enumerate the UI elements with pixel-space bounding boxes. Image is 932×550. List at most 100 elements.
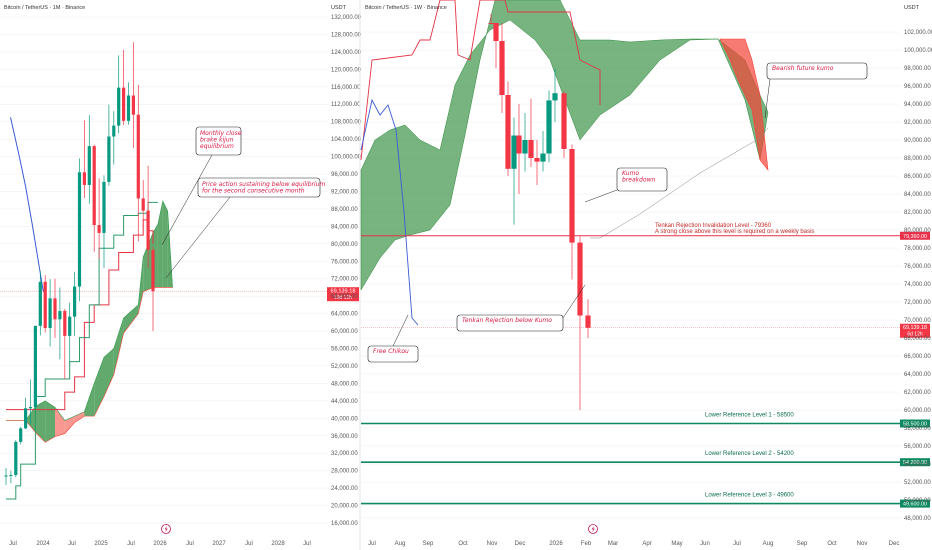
right-axis-tick: 68,000.00 <box>904 336 931 342</box>
left-axis-tick: 132,000.00 <box>331 15 362 21</box>
left-axis-tick: 92,000.00 <box>331 189 358 195</box>
right-x-tick: Oct <box>458 541 468 547</box>
right-x-tick: Aug <box>763 541 774 547</box>
right-axis-tick: 74,000.00 <box>904 282 931 288</box>
left-ichimoku-lines <box>6 117 158 500</box>
left-annotation-text: equilibrium <box>200 143 234 150</box>
left-axis-tick: 124,000.00 <box>331 50 362 56</box>
right-candle-body <box>505 95 511 169</box>
left-axis-tick: 104,000.00 <box>331 137 362 143</box>
left-axis-tick: 100,000.00 <box>331 155 362 161</box>
left-x-tick: Jul <box>9 541 17 547</box>
right-x-tick: Feb <box>581 541 592 547</box>
right-axis-tick: 58,000.00 <box>904 426 931 432</box>
right-axis-tick: 50,000.00 <box>904 498 931 504</box>
right-level-label: Lower Reference Level 3 - 49600 <box>705 493 794 499</box>
right-candle-body <box>540 153 546 162</box>
right-kumo-bear <box>719 38 769 171</box>
right-annotation-box <box>456 314 564 332</box>
left-candle-body <box>87 146 91 185</box>
left-candle-body <box>77 172 82 287</box>
left-candle-body <box>19 428 23 442</box>
right-event-icon[interactable] <box>588 524 598 534</box>
left-candle-body <box>131 95 135 115</box>
right-x-tick: Apr <box>642 541 651 547</box>
right-kumo-cloud <box>360 0 769 291</box>
left-kumo-segment <box>35 400 46 443</box>
left-price-rect <box>327 287 359 302</box>
right-x-axis: Jul Aug Sep Oct Nov Dec 2026 Feb Mar Apr May Jun Jul… <box>368 541 899 547</box>
left-axis-tick: 32,000.00 <box>331 451 358 457</box>
left-annotation-box <box>195 126 242 156</box>
left-event-icon[interactable] <box>161 524 171 534</box>
right-candle-body <box>585 315 591 328</box>
right-axis-tick: 88,000.00 <box>904 156 931 162</box>
left-candle-body <box>24 408 28 429</box>
left-kumo-segment <box>55 407 65 437</box>
right-level-tag-text: 58,500.00 <box>903 422 927 428</box>
right-axis-tick: 62,000.00 <box>904 390 931 396</box>
left-axis-tick: 68,000.00 <box>331 294 358 300</box>
right-price-axis[interactable]: USDT 102,000.00 100,000.00 98,000.00 96,000… <box>904 5 932 522</box>
left-axis-tick: 60,000.00 <box>331 329 358 335</box>
right-axis-tick: 48,000.00 <box>904 516 931 522</box>
right-axis-unit: USDT <box>904 5 920 11</box>
right-annotation-text: Tenkan Rejection below Kumo <box>462 317 552 324</box>
right-candle-body <box>561 93 567 149</box>
left-axis-tick: 52,000.00 <box>331 364 358 370</box>
right-x-tick: Mar <box>608 541 618 547</box>
right-axis-tick: 86,000.00 <box>904 174 931 180</box>
right-level-tag <box>900 458 930 467</box>
left-x-tick: Jul <box>303 541 311 547</box>
left-panel-monthly: Bitcoin / TetherUS · 1M · Binance Monthl… <box>0 0 359 550</box>
left-candle-body <box>58 311 62 320</box>
right-axis-tick: 76,000.00 <box>904 264 931 270</box>
left-candle-body <box>68 316 72 336</box>
left-candle-body <box>117 87 121 126</box>
left-axis-tick: 108,000.00 <box>331 120 362 126</box>
right-x-tick: Dec <box>515 541 526 547</box>
right-axis-tick: 52,000.00 <box>904 480 931 486</box>
left-candle-body <box>146 210 150 250</box>
left-candle-body <box>53 298 57 320</box>
right-x-tick: Sep <box>423 541 434 547</box>
right-x-tick: 2026 <box>549 541 563 547</box>
right-reference-levels: 79,360.00 Tenkan Rejection Invalidation L… <box>361 223 930 508</box>
right-axis-tick: 96,000.00 <box>904 84 931 90</box>
left-axis-tick: 96,000.00 <box>331 172 358 178</box>
left-senkou-a <box>6 200 173 421</box>
right-axis-tick: 54,000.00 <box>904 462 931 468</box>
right-annotation-text: Kumo <box>622 170 639 177</box>
right-candle-body <box>499 41 505 95</box>
right-level-tag-text: 49,600.00 <box>903 502 927 508</box>
left-axis-tick: 112,000.00 <box>331 102 361 108</box>
left-kumo-segment <box>113 317 124 375</box>
right-axis-tick: 70,000.00 <box>904 318 931 324</box>
left-candle-body <box>33 325 37 407</box>
right-x-tick: Jul <box>368 541 376 547</box>
right-grid <box>361 31 900 519</box>
right-x-tick: Nov <box>857 541 868 547</box>
right-price-label: 69,139.18 <box>903 325 927 331</box>
left-candle-body <box>82 172 86 185</box>
right-x-tick: Dec <box>889 541 900 547</box>
left-kumo-segment <box>64 416 75 434</box>
right-candle-body <box>577 242 583 316</box>
left-axis-tick: 120,000.00 <box>331 67 362 73</box>
right-x-tick: Nov <box>487 541 498 547</box>
left-kumo-segment <box>74 411 85 423</box>
left-annotation-box <box>197 177 321 198</box>
right-axis-tick: 56,000.00 <box>904 444 931 450</box>
right-candle-body <box>528 140 534 158</box>
left-price-axis[interactable]: USDT 132,000.00 128,000.00 124,000.00 120,0… <box>331 5 362 527</box>
right-annotation-pointer <box>562 284 586 319</box>
left-annotation-text: brake kijun <box>200 137 234 144</box>
left-candle-body <box>9 475 13 477</box>
right-axis-tick: 98,000.00 <box>904 66 931 72</box>
left-candle-body <box>38 281 42 326</box>
left-candles <box>4 42 155 486</box>
